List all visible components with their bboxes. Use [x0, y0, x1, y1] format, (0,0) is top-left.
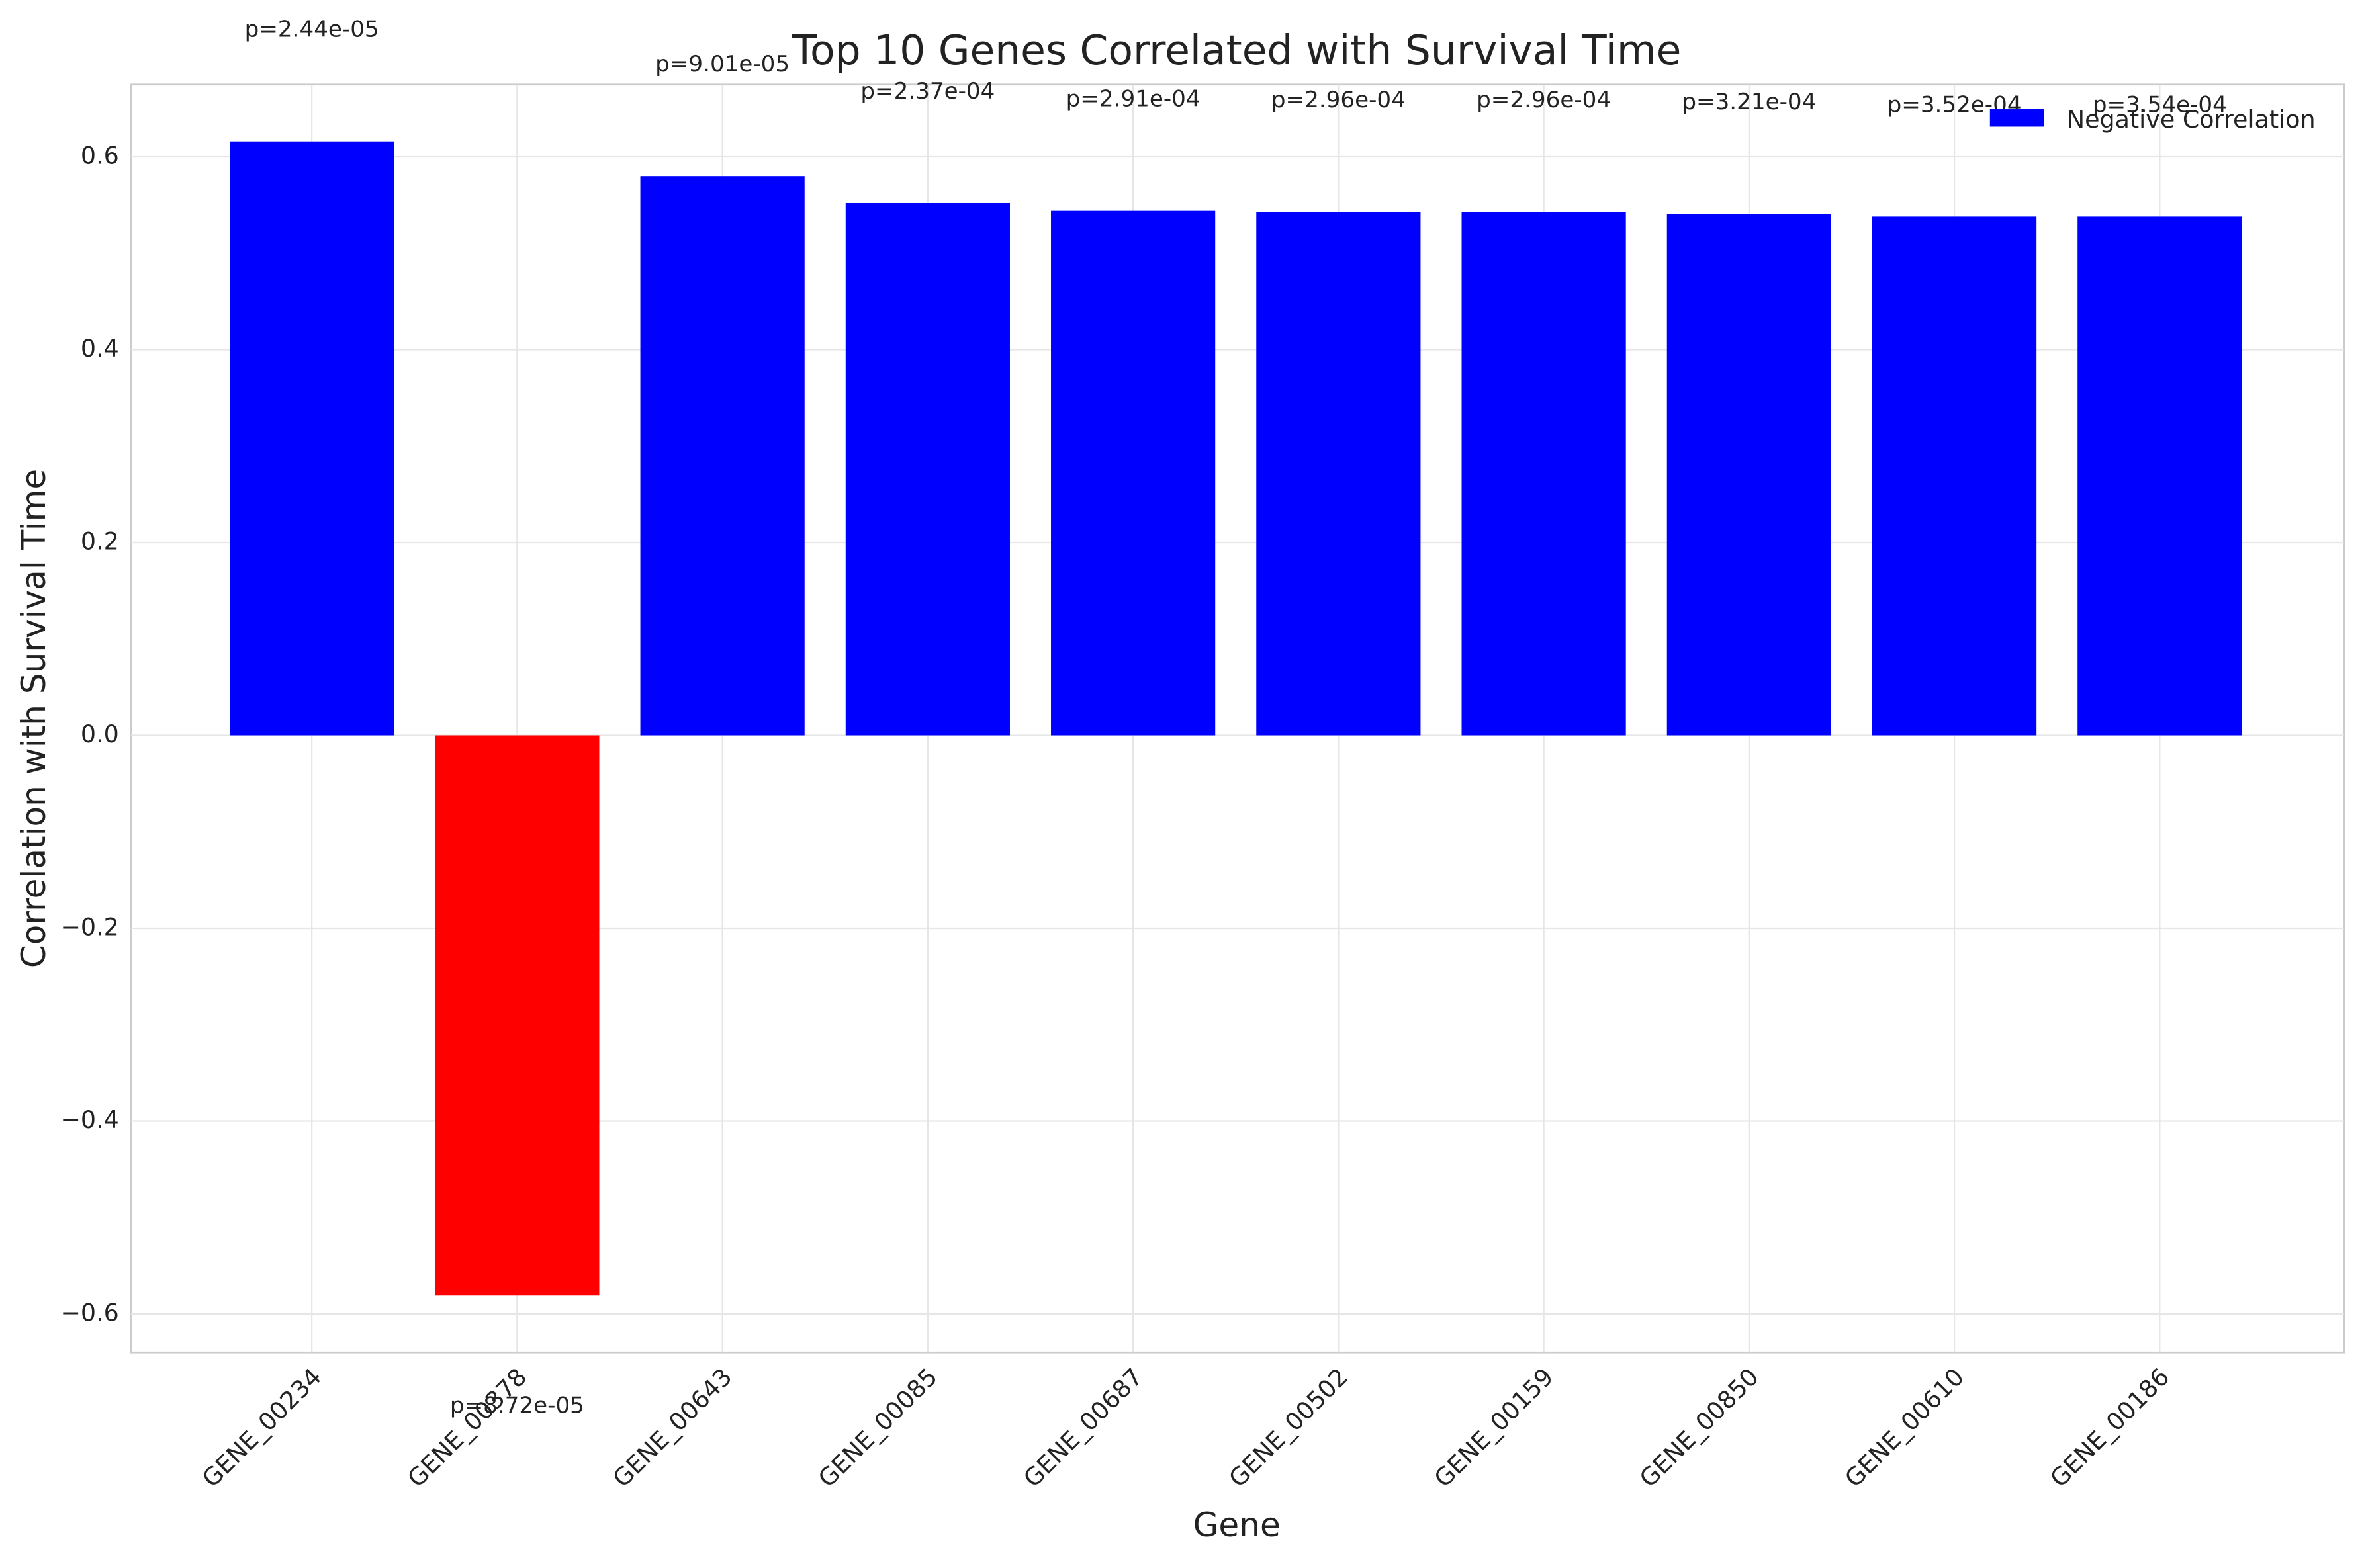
- chart-title: Top 10 Genes Correlated with Survival Ti…: [792, 27, 1682, 74]
- x-tick-label: GENE_00159: [1429, 1362, 1559, 1493]
- legend-label: Negative Correlation: [2067, 105, 2316, 134]
- p-value-label: p=2.96e-04: [1476, 87, 1611, 113]
- bar: [230, 141, 394, 736]
- x-tick-label: GENE_00234: [197, 1362, 327, 1493]
- x-tick-label: GENE_00610: [1839, 1362, 1970, 1493]
- p-value-label: p=2.91e-04: [1066, 86, 1201, 112]
- x-tick-label: GENE_00643: [608, 1362, 738, 1493]
- p-value-label: p=2.44e-05: [245, 17, 379, 43]
- x-tick-label: GENE_00850: [1634, 1362, 1764, 1493]
- bar: [640, 176, 805, 736]
- y-tick-label: 0.6: [81, 142, 119, 170]
- x-tick-label: GENE_00186: [2044, 1362, 2175, 1493]
- x-tick-label: GENE_00378: [402, 1362, 532, 1493]
- bar: [845, 202, 1010, 736]
- x-axis-label: Gene: [1193, 1506, 1281, 1544]
- legend: Negative Correlation: [1989, 105, 2316, 134]
- p-value-label: p=9.01e-05: [655, 51, 790, 77]
- x-tick-label: GENE_00687: [1018, 1362, 1148, 1493]
- p-value-label: p=3.21e-04: [1682, 89, 1816, 115]
- y-tick-label: −0.6: [60, 1298, 118, 1327]
- y-axis-label: Correlation with Survival Time: [15, 469, 53, 968]
- y-tick-label: −0.4: [60, 1106, 118, 1134]
- bar: [1051, 210, 1216, 736]
- bar: [1666, 214, 1831, 736]
- bar: [435, 735, 600, 1296]
- p-value-label: p=2.37e-04: [860, 78, 995, 105]
- bar: [2077, 216, 2242, 736]
- bar: [1872, 216, 2037, 736]
- y-tick-label: 0.2: [81, 527, 119, 556]
- legend-swatch: [1989, 109, 2044, 127]
- p-value-label: p=8.72e-05: [450, 1392, 584, 1418]
- x-tick-label: GENE_00085: [813, 1362, 943, 1493]
- bars: [230, 141, 2242, 1296]
- bar: [1256, 212, 1421, 736]
- p-value-label: p=2.96e-04: [1271, 87, 1406, 113]
- y-tick-label: 0.0: [81, 720, 119, 748]
- y-tick-label: −0.2: [60, 912, 118, 941]
- p-value-label: p=3.54e-04: [2093, 91, 2227, 118]
- x-tick-label: GENE_00502: [1223, 1362, 1353, 1493]
- bar: [1461, 212, 1626, 736]
- y-tick-label: 0.4: [81, 334, 119, 363]
